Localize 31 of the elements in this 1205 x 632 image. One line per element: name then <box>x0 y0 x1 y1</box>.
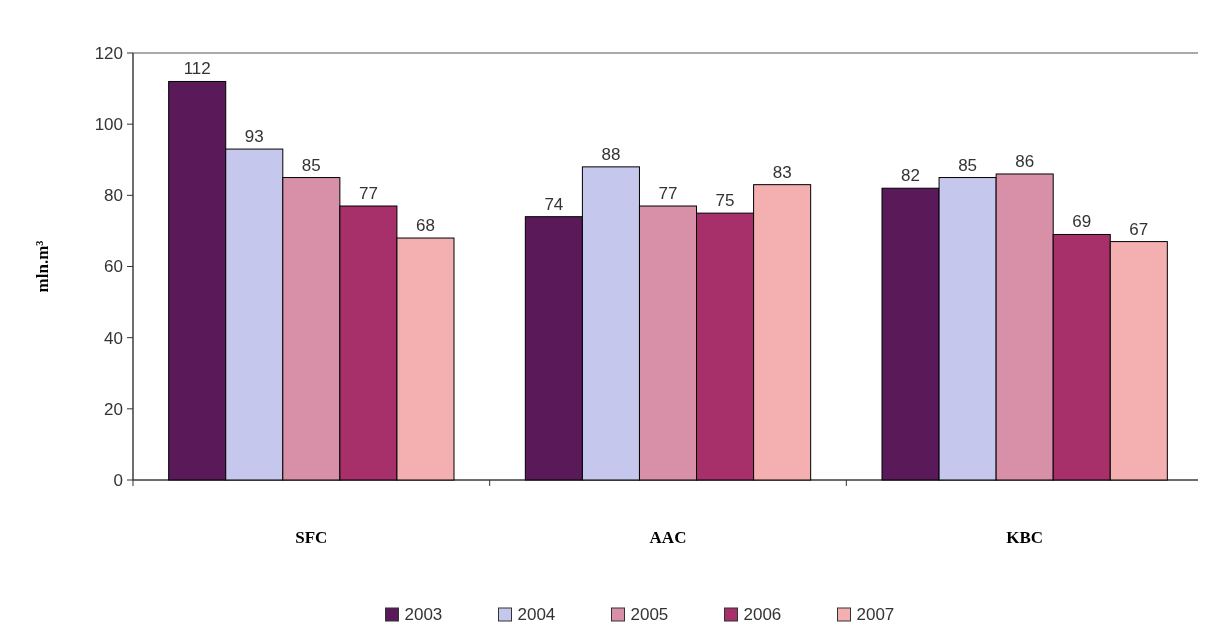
y-tick-label: 60 <box>104 257 123 277</box>
data-label: 85 <box>301 155 321 175</box>
data-label: 75 <box>715 191 735 211</box>
y-tick-label: 100 <box>94 115 123 135</box>
data-label: 68 <box>416 216 435 236</box>
data-label: 67 <box>1129 219 1149 239</box>
legend-label: 2006 <box>743 605 782 624</box>
legend-label: 2003 <box>404 605 443 624</box>
y-tick-label: 40 <box>104 328 123 348</box>
data-label: 82 <box>901 166 920 186</box>
data-label: 93 <box>244 127 264 147</box>
data-label: 83 <box>772 162 792 182</box>
data-label: 112 <box>183 59 211 79</box>
data-label: 88 <box>601 144 621 164</box>
x-tick-label: SFC <box>295 528 328 547</box>
data-label: 86 <box>1015 151 1035 171</box>
y-tick-label: 80 <box>104 186 123 206</box>
x-tick-label: AAC <box>649 528 687 547</box>
y-tick-label: 120 <box>94 43 123 63</box>
y-axis-title: mln.m³ <box>33 240 52 293</box>
data-label: 77 <box>358 184 378 204</box>
y-tick-label: 20 <box>104 399 123 419</box>
legend-label: 2005 <box>630 605 669 624</box>
legend-label: 2007 <box>856 605 895 624</box>
data-label: 69 <box>1072 212 1092 232</box>
data-label: 77 <box>658 184 678 204</box>
data-label: 74 <box>544 194 564 214</box>
legend-label: 2004 <box>517 605 556 624</box>
data-label: 85 <box>958 155 978 175</box>
y-tick-label: 0 <box>113 470 123 490</box>
x-tick-label: KBC <box>1006 528 1044 547</box>
